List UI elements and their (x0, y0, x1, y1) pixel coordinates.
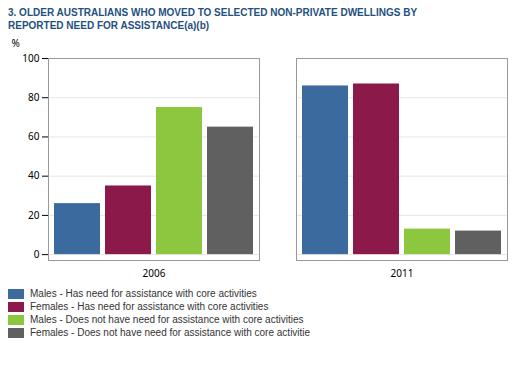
svg-text:20: 20 (28, 208, 40, 222)
svg-text:2011: 2011 (391, 266, 414, 280)
svg-text:100: 100 (22, 51, 39, 65)
svg-text:40: 40 (28, 168, 40, 182)
svg-text:60: 60 (28, 129, 40, 143)
html-text:Females - Does not have need f: Females - Does not have need for assista… (30, 327, 311, 338)
svg-text:0: 0 (34, 247, 40, 261)
html-text:Males - Does not have need for: Males - Does not have need for assistanc… (30, 314, 304, 325)
svg-text:80: 80 (28, 90, 40, 104)
html-text:Males - Has need for assistanc: Males - Has need for assistance with cor… (30, 288, 257, 299)
html-text:Females - Has need for assista: Females - Has need for assistance with c… (30, 301, 269, 312)
svg-text:%: % (12, 36, 20, 50)
svg-text:2006: 2006 (143, 266, 166, 280)
html-text:3. OLDER AUSTRALIANS WHO MOVED: 3. OLDER AUSTRALIANS WHO MOVED TO SELECT… (8, 7, 418, 31)
